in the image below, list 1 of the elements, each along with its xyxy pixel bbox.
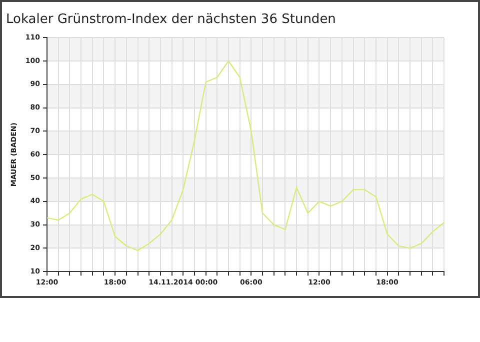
chart-title: Lokaler Grünstrom-Index der nächsten 36 Stunden — [6, 12, 336, 28]
